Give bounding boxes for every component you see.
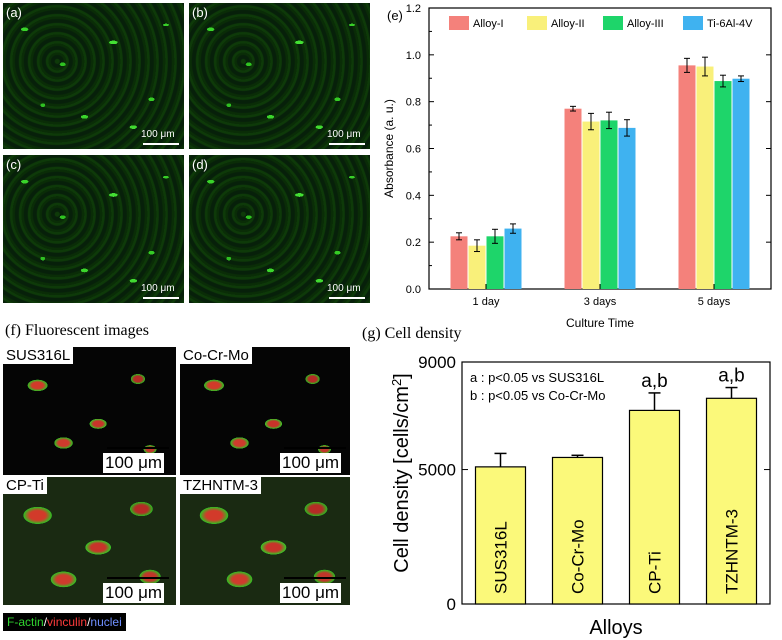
y-axis-label: Cell density [cells/cm2] — [389, 373, 414, 573]
annotation: a : p<0.05 vs SUS316L — [470, 370, 604, 385]
scale-label: 100 μm — [103, 453, 165, 473]
x-axis-label: Alloys — [589, 617, 642, 639]
y-tick-label: 1.2 — [406, 3, 421, 15]
bar — [474, 466, 527, 605]
y-tick-label: 5000 — [418, 461, 456, 480]
y-tick-label: 9000 — [418, 353, 456, 372]
panel-label: (d) — [192, 157, 208, 172]
scale-label: 100 μm — [327, 129, 361, 140]
legend-label: Ti-6Al-4V — [707, 18, 753, 30]
legend-label: Alloy-III — [627, 18, 664, 30]
bar — [564, 108, 582, 289]
x-tick-label: 5 days — [698, 296, 731, 308]
bar — [705, 397, 758, 605]
fluorescent-sus316l: SUS316L 100 μm — [3, 347, 176, 475]
x-category-label: TZHNTM-3 — [723, 509, 742, 594]
y-tick-label: 0.8 — [406, 97, 421, 109]
y-axis-label: Absorbance (a. u.) — [382, 99, 396, 198]
scale-label: 100 μm — [141, 283, 175, 294]
bar — [486, 236, 504, 289]
scale-label: 100 μm — [280, 583, 342, 603]
stain-f-actin: F-actin — [7, 615, 44, 629]
panel-label: (c) — [6, 157, 22, 172]
bar — [504, 228, 522, 289]
legend-swatch — [449, 16, 469, 30]
bar — [551, 456, 604, 605]
scale-label: 100 μm — [141, 129, 175, 140]
panel-label: (b) — [192, 5, 208, 20]
bar — [468, 245, 486, 289]
micrograph-b: (b) 100 μm — [189, 3, 370, 149]
panel-label: (e) — [387, 8, 403, 23]
absorbance-bar-chart: 0.0 0.2 0.4 0.6 0.8 1.0 1.2 Absorbance (a. u.) 1… — [382, 3, 772, 330]
scale-bar — [329, 297, 365, 299]
panel-name: Co-Cr-Mo — [180, 347, 252, 364]
bar — [714, 81, 732, 289]
plot-frame — [461, 361, 771, 605]
fluorescent-title: (f) Fluorescent images — [5, 322, 149, 339]
micrograph-a: (a) 100 μm — [3, 3, 184, 149]
bar — [600, 120, 618, 290]
scale-bar — [143, 297, 179, 299]
y-tick-label: 0.4 — [406, 190, 421, 202]
bar — [582, 121, 600, 289]
scale-bar — [107, 577, 169, 579]
y-tick-label: 0.0 — [406, 284, 421, 296]
panel-name: TZHNTM-3 — [180, 477, 261, 494]
micrograph-c: (c) 100 μm — [3, 155, 184, 303]
y-tick-label: 0.2 — [406, 237, 421, 249]
stain-legend: F-actin/vinculin/nuclei — [3, 613, 126, 631]
y-tick-label: 1.0 — [406, 50, 421, 62]
scale-label: 100 μm — [280, 453, 342, 473]
fluorescent-co-cr-mo: Co-Cr-Mo 100 μm — [180, 347, 350, 475]
bar — [618, 127, 636, 289]
x-axis-label: Culture Time — [566, 316, 634, 330]
x-tick-label: 3 days — [584, 296, 617, 308]
panel-name: CP-Ti — [3, 477, 47, 494]
scale-label: 100 μm — [103, 583, 165, 603]
legend-swatch — [683, 16, 703, 30]
scale-bar — [143, 143, 179, 145]
bar — [732, 78, 750, 290]
legend-label: Alloy-I — [473, 18, 504, 30]
legend-swatch — [603, 16, 623, 30]
significance-label: a,b — [718, 366, 744, 387]
panel-label: (a) — [6, 5, 22, 20]
x-category-label: Co-Cr-Mo — [569, 519, 588, 594]
y-tick-label: 0 — [447, 595, 456, 614]
x-category-label: CP-Ti — [646, 551, 665, 594]
stain-separator: / — [87, 615, 91, 629]
scale-bar — [284, 577, 346, 579]
significance-label: a,b — [641, 371, 667, 392]
stain-vinculin: vinculin — [47, 615, 88, 629]
x-category-label: SUS316L — [492, 521, 511, 594]
bar — [628, 409, 681, 605]
scale-bar — [284, 447, 346, 449]
fluorescent-tzhntm-3: TZHNTM-3 100 μm — [180, 477, 350, 605]
scale-label: 100 μm — [327, 283, 361, 294]
scale-bar — [107, 447, 169, 449]
stain-nuclei: nuclei — [90, 615, 122, 629]
bar — [450, 236, 468, 289]
annotation: b : p<0.05 vs Co-Cr-Mo — [470, 388, 605, 403]
panel-title: (g) Cell density — [362, 325, 462, 342]
micrograph-d: (d) 100 μm — [189, 155, 370, 303]
fluorescent-cp-ti: CP-Ti 100 μm — [3, 477, 176, 605]
x-tick-label: 1 day — [473, 296, 500, 308]
legend-label: Alloy-II — [551, 18, 585, 30]
bar — [696, 66, 714, 290]
legend-swatch — [527, 16, 547, 30]
bar — [678, 65, 696, 289]
y-tick-label: 0.6 — [406, 144, 421, 156]
stain-separator: / — [43, 615, 48, 629]
scale-bar — [329, 143, 365, 145]
panel-name: SUS316L — [3, 347, 74, 364]
